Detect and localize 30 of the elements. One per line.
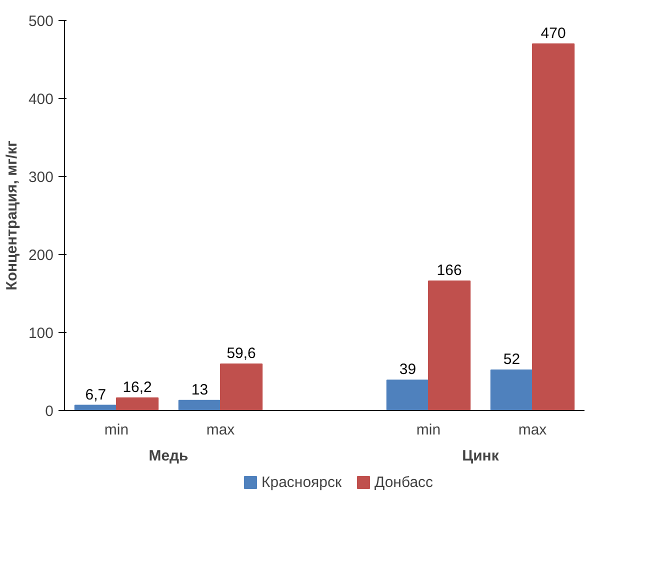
x-tick-label: min: [416, 422, 441, 438]
y-axis-title: Концентрация, мг/кг: [3, 140, 20, 290]
bar: [116, 397, 159, 410]
data-label: 470: [540, 24, 566, 42]
legend-label: Донбасс: [374, 474, 434, 491]
y-tick-label: 0: [45, 403, 54, 420]
x-tick-label: max: [518, 422, 548, 438]
data-label: 166: [436, 262, 462, 280]
x-tick-label: max: [206, 422, 236, 438]
data-label: 39: [399, 361, 416, 378]
legend-label: Красноярск: [262, 474, 342, 491]
bar: [532, 43, 575, 410]
data-label: 13: [191, 381, 208, 398]
bar: [220, 364, 263, 410]
y-tick-label: 200: [28, 247, 54, 264]
text: Цинк: [462, 448, 500, 464]
bar: [178, 400, 221, 410]
y-tick-label: 300: [28, 169, 54, 186]
data-label: 59,6: [226, 345, 256, 362]
data-label: 16,2: [122, 378, 152, 396]
bar: [386, 380, 429, 410]
data-label: 52: [503, 350, 520, 368]
bar: [490, 369, 533, 410]
y-tick-label: 400: [28, 91, 54, 108]
bar: [428, 280, 471, 410]
text: Медь: [148, 448, 188, 464]
y-tick-label: 500: [28, 13, 54, 30]
y-tick-label: 100: [28, 325, 54, 342]
data-label: 6,7: [85, 386, 106, 404]
x-tick-label: min: [104, 422, 129, 438]
